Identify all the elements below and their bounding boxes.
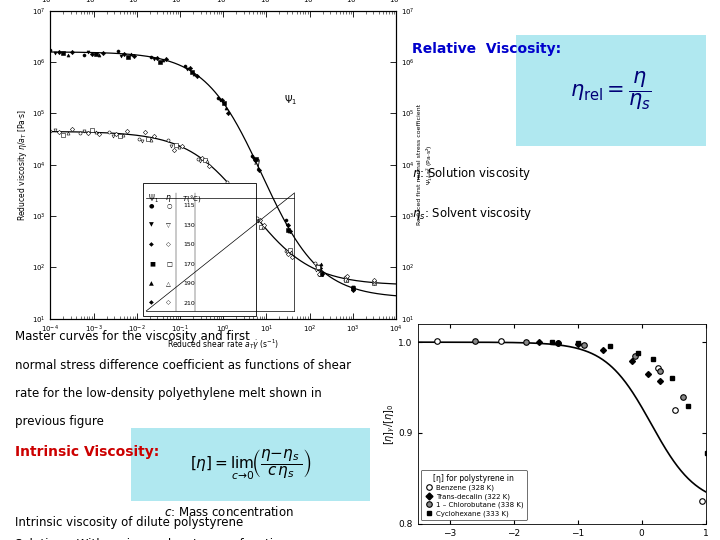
Text: ◇: ◇ [166,242,171,247]
Text: Solutions, With various solvents, as a function: Solutions, With various solvents, as a f… [14,538,287,540]
Text: Intrinsic viscosity of dilute polystyrene: Intrinsic viscosity of dilute polystyren… [14,516,243,529]
Text: 130: 130 [184,222,195,228]
FancyBboxPatch shape [516,36,706,146]
Legend: Benzene (328 K), Trans-decalin (322 K), 1 – Chlorobutane (338 K), Cyclohexane (3: Benzene (328 K), Trans-decalin (322 K), … [421,470,527,521]
Text: 115: 115 [184,203,195,208]
Text: ▼: ▼ [149,222,153,228]
Text: 170: 170 [184,262,195,267]
Text: □: □ [166,262,172,267]
Text: $\eta_s$: Solvent viscosity: $\eta_s$: Solvent viscosity [412,205,532,222]
Text: ◆: ◆ [149,301,153,306]
Y-axis label: Reduced viscosity $\eta/a_T$ [Pa·s]: Reduced viscosity $\eta/a_T$ [Pa·s] [16,109,29,221]
Text: $c$: Mass concentration: $c$: Mass concentration [164,505,294,519]
Text: $\Psi_1$: $\Psi_1$ [148,193,158,205]
Text: rate for the low-density polyethylene melt shown in: rate for the low-density polyethylene me… [14,387,321,400]
Text: ▽: ▽ [166,222,171,228]
Text: ●: ● [149,203,154,208]
Y-axis label: Reduced first normal stress coefficient
$\Psi_1/a_T^2$ (Pa·s²): Reduced first normal stress coefficient … [418,104,435,225]
Text: Relative  Viscosity:: Relative Viscosity: [412,42,561,56]
Text: $\eta$: Solution viscosity: $\eta$: Solution viscosity [412,165,531,181]
Text: ▲: ▲ [149,281,153,286]
Text: Master curves for the viscosity and first: Master curves for the viscosity and firs… [14,330,250,343]
Text: ◇: ◇ [166,301,171,306]
Text: previous figure: previous figure [14,415,104,428]
Text: normal stress difference coefficient as functions of shear: normal stress difference coefficient as … [14,359,351,372]
X-axis label: Reduced shear rate $a_T\dot{\gamma}$ (s$^{-1}$): Reduced shear rate $a_T\dot{\gamma}$ (s$… [167,338,279,352]
Text: $[\eta] = \lim_{c \to 0}\!\left(\dfrac{\eta - \eta_s}{c\,\eta_s}\right)$: $[\eta] = \lim_{c \to 0}\!\left(\dfrac{\… [189,447,312,482]
Text: ◆: ◆ [149,242,153,247]
Text: $T$(°C): $T$(°C) [182,193,202,204]
Text: $\eta$: $\eta$ [165,193,171,204]
Text: $\Psi_1$: $\Psi_1$ [284,93,297,107]
Text: ○: ○ [166,203,171,208]
Text: $\eta_{\mathrm{rel}} = \dfrac{\eta}{\eta_s}$: $\eta_{\mathrm{rel}} = \dfrac{\eta}{\eta… [570,70,652,112]
Y-axis label: $[\eta]_\gamma/[\eta]_0$: $[\eta]_\gamma/[\eta]_0$ [382,403,397,444]
Text: 210: 210 [184,301,195,306]
Text: $\eta$: $\eta$ [253,157,261,168]
Text: Intrinsic Viscosity:: Intrinsic Viscosity: [14,445,159,459]
Text: △: △ [166,281,171,286]
FancyBboxPatch shape [131,428,370,501]
Text: 190: 190 [184,281,195,286]
Text: ■: ■ [149,262,155,267]
Text: 150: 150 [184,242,195,247]
FancyBboxPatch shape [143,183,256,316]
